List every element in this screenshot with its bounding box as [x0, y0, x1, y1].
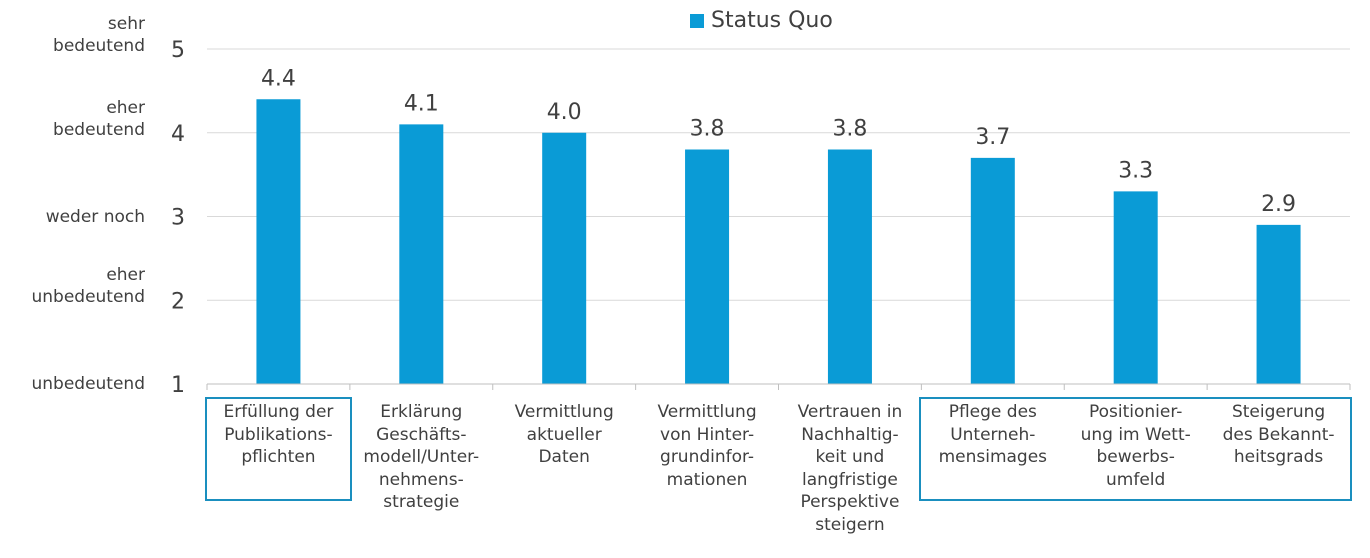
x-category-label: Erfüllung der Publikations-pflichten: [208, 401, 348, 469]
y-category-label: weder noch: [5, 206, 145, 228]
data-label: 4.0: [547, 100, 582, 125]
bar: [399, 124, 444, 384]
bar: [685, 149, 730, 384]
y-category-label-line: bedeutend: [53, 36, 145, 56]
x-category-label-line: Erklärung: [380, 402, 463, 422]
x-category-label-line: nehmens-: [378, 469, 464, 490]
x-category-label-line: pflichten: [241, 447, 316, 467]
x-category-label-line: des Bekannt-: [1222, 424, 1335, 445]
x-category-label-line: Vermittlung: [657, 402, 757, 422]
x-category-label-line: ung im Wett-: [1080, 424, 1191, 445]
y-category-label-line: eher: [106, 265, 145, 286]
x-category-label-line: Publikations-: [224, 424, 333, 445]
data-label: 4.1: [404, 91, 439, 116]
y-tick-label: 2: [171, 289, 185, 314]
x-category-label: Erklärung Geschäfts-modell/Unter-nehmens-…: [351, 401, 491, 514]
x-category-label: Vertrauen in Nachhaltig-keit und langfrist…: [780, 401, 920, 536]
y-category-label-line: sehr: [107, 14, 145, 34]
x-category-label-line: heitsgrads: [1233, 447, 1324, 467]
y-category-label-line: bedeutend: [53, 119, 145, 140]
y-category-label: eher unbedeutend: [5, 264, 145, 308]
x-category-label-line: Unterneh-: [950, 424, 1036, 445]
y-tick-label: 5: [171, 38, 185, 63]
x-category-label-line: strategie: [383, 492, 460, 512]
y-category-label-line: unbedeutend: [31, 287, 145, 308]
data-label: 3.8: [832, 117, 867, 142]
x-category-label-line: aktueller: [526, 424, 602, 445]
bar: [827, 149, 872, 384]
highlight-box: [919, 397, 1352, 501]
x-category-label-line: umfeld: [1106, 469, 1166, 490]
legend: Status Quo: [690, 8, 833, 33]
y-category-label: unbedeutend: [5, 373, 145, 395]
highlight-box: [205, 397, 352, 501]
x-category-label-line: bewerbs-: [1096, 447, 1175, 467]
x-category-label-line: Nachhaltig-: [801, 424, 899, 445]
y-tick-label: 4: [171, 122, 185, 147]
x-category-label-line: Vermittlung: [514, 402, 614, 422]
y-tick-label: 1: [171, 373, 185, 398]
bar: [1256, 224, 1301, 384]
x-category-label-line: Erfüllung der: [223, 402, 334, 422]
data-label: 3.3: [1118, 158, 1153, 183]
x-category-label-line: modell/Unter-: [363, 447, 480, 467]
x-category-label-line: steigern: [815, 514, 885, 535]
bar: [256, 99, 301, 384]
data-label: 2.9: [1261, 192, 1296, 217]
x-category-label-line: Geschäfts-: [376, 424, 467, 445]
x-category-label-line: Positionier-: [1088, 402, 1183, 422]
y-category-label: eher bedeutend: [5, 97, 145, 141]
x-category-label-line: grundinfor-: [660, 447, 755, 467]
data-label: 4.4: [261, 66, 296, 91]
bar: [1113, 191, 1158, 384]
legend-label: Status Quo: [711, 8, 833, 33]
bar: [970, 157, 1015, 384]
x-category-label-line: Daten: [538, 447, 590, 467]
data-label: 3.8: [690, 117, 725, 142]
x-category-label-line: Vertrauen in: [797, 402, 903, 422]
y-category-label-line: weder noch: [45, 206, 145, 227]
x-category-label-line: mationen: [666, 469, 748, 490]
x-category-label: Steigerung des Bekannt-heitsgrads: [1209, 401, 1349, 469]
y-category-label-line: unbedeutend: [31, 374, 145, 394]
x-category-label: Vermittlung aktueller Daten: [494, 401, 634, 469]
y-category-label-line: eher: [106, 97, 145, 118]
data-label: 3.7: [975, 125, 1010, 150]
x-category-label-line: Perspektive: [800, 492, 900, 512]
x-category-label-line: Pflege des: [948, 402, 1037, 422]
bar: [542, 132, 587, 384]
x-category-label-line: von Hinter-: [660, 424, 755, 445]
y-tick-label: 3: [171, 206, 185, 231]
x-category-label: Pflege des Unterneh-mensimages: [923, 401, 1063, 469]
x-category-label-line: langfristige: [801, 469, 898, 490]
x-category-label: Positionier-ung im Wett-bewerbs-umfeld: [1066, 401, 1206, 491]
x-category-label-line: keit und: [815, 447, 885, 467]
x-category-label-line: Steigerung: [1231, 402, 1326, 422]
x-category-label-line: mensimages: [938, 447, 1048, 467]
x-category-label: Vermittlung von Hinter-grundinfor-matione…: [637, 401, 777, 491]
y-category-label: sehr bedeutend: [5, 13, 145, 57]
legend-swatch: [690, 13, 704, 28]
